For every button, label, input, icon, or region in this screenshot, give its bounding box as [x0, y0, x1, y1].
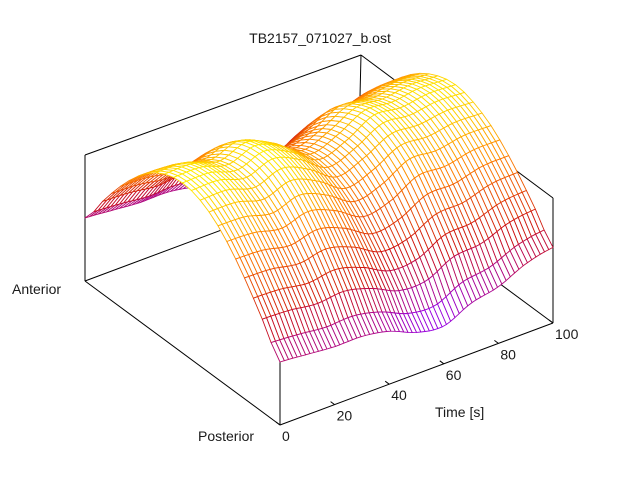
surface-cell — [270, 340, 285, 363]
x-tick-mark — [330, 401, 335, 406]
x-axis-ticks: 0 20 40 60 80 100 — [275, 319, 579, 444]
x-tick-mark — [275, 421, 281, 426]
x-tick-label: 20 — [337, 408, 353, 424]
anterior-label: Anterior — [12, 281, 61, 297]
x-tick-label: 80 — [500, 346, 516, 362]
back-left-top-edge — [84, 54, 362, 156]
chart-title: TB2157_071027_b.ost — [249, 30, 391, 46]
surface-mesh — [84, 72, 554, 363]
x-tick-label: 40 — [391, 387, 407, 403]
x-tick-mark — [384, 380, 390, 385]
x-tick-mark — [439, 360, 445, 365]
x-tick-mark — [548, 319, 554, 324]
posterior-label: Posterior — [198, 428, 254, 444]
x-tick-mark — [494, 339, 499, 344]
time-axis-line — [279, 322, 554, 426]
x-tick-label: 60 — [446, 367, 462, 383]
x-tick-label: 0 — [282, 428, 290, 444]
x-tick-label: 100 — [555, 326, 579, 342]
position-axis-line — [84, 280, 281, 426]
x-axis-label: Time [s] — [435, 404, 484, 420]
